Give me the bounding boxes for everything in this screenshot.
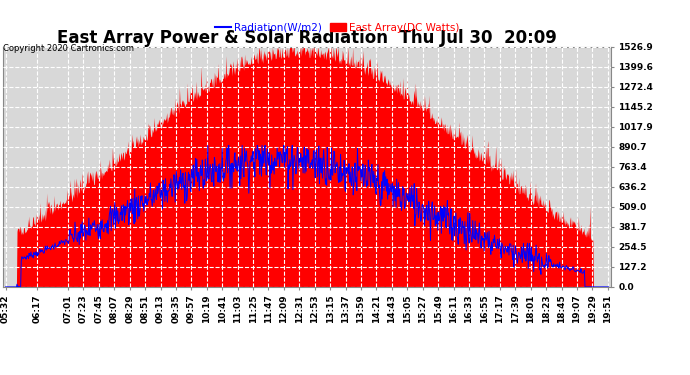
Text: Copyright 2020 Cartronics.com: Copyright 2020 Cartronics.com [3,44,135,52]
Legend: Radiation(W/m2), East Array(DC Watts): Radiation(W/m2), East Array(DC Watts) [211,18,464,37]
Title: East Array Power & Solar Radiation  Thu Jul 30  20:09: East Array Power & Solar Radiation Thu J… [57,29,557,47]
